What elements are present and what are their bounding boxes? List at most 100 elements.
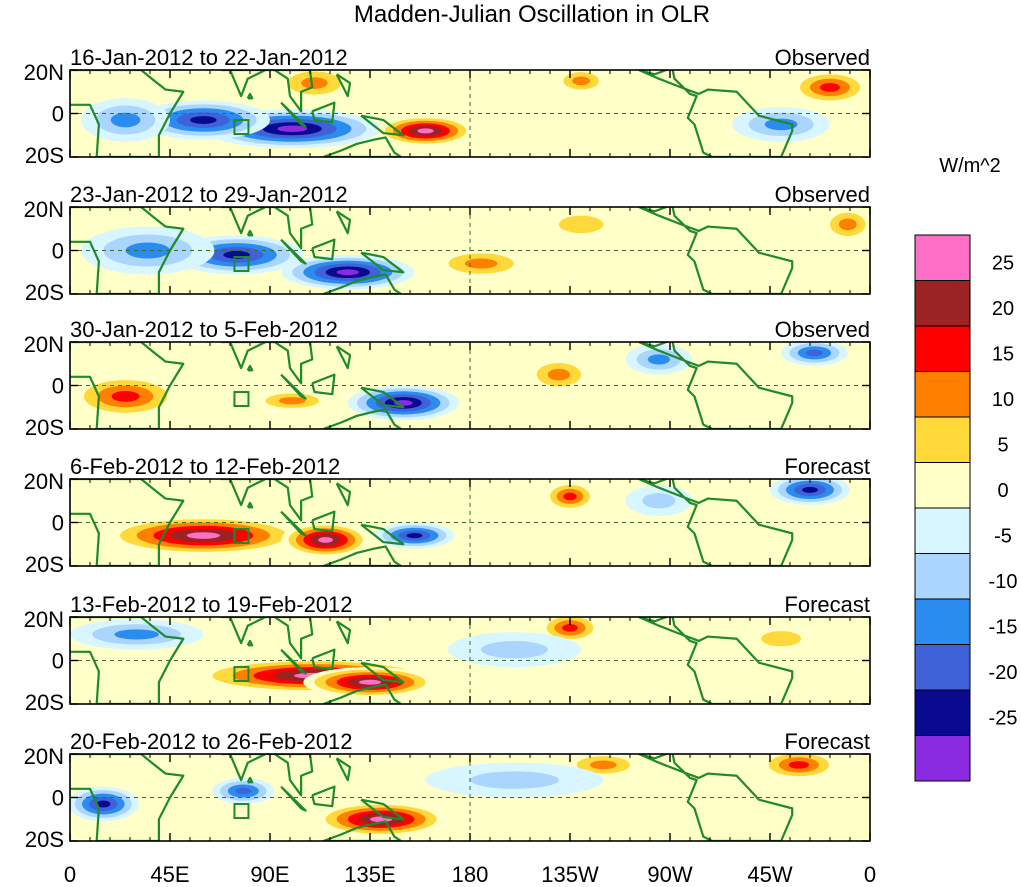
anomaly-contour xyxy=(110,112,141,128)
anomaly-blob xyxy=(741,623,822,654)
y-tick-label: 20S xyxy=(25,415,64,440)
coastline xyxy=(280,510,307,537)
colorbar-swatch xyxy=(914,598,971,645)
anomaly-contour xyxy=(111,390,140,402)
coastline xyxy=(360,386,405,409)
panel-kind: Forecast xyxy=(784,592,870,617)
colorbar-swatch xyxy=(914,371,971,418)
coastline xyxy=(335,345,352,370)
coastline xyxy=(70,342,185,429)
anomaly-contour xyxy=(470,771,559,789)
colorbar-swatch xyxy=(914,462,971,509)
y-tick-label: 20S xyxy=(25,143,64,168)
coastline xyxy=(221,754,314,797)
anomaly-blob xyxy=(758,754,839,781)
coastline xyxy=(70,479,185,566)
x-tick-label: 180 xyxy=(452,862,489,887)
coastline xyxy=(360,798,405,821)
anomaly-blob xyxy=(70,619,204,650)
y-tick-label: 0 xyxy=(52,102,64,127)
panel-period: 23-Jan-2012 to 29-Jan-2012 xyxy=(70,182,348,207)
panel-field xyxy=(70,617,870,704)
panel-kind: Forecast xyxy=(784,729,870,754)
panel-period: 13-Feb-2012 to 19-Feb-2012 xyxy=(70,592,353,617)
y-tick-label: 20N xyxy=(24,607,64,632)
coastline xyxy=(280,238,307,265)
anomaly-blob xyxy=(781,342,848,366)
panel-2: 20N 0 20S 23-Jan-2012 to 29-Jan-2012 Observe… xyxy=(24,182,871,305)
coastlines xyxy=(70,342,794,429)
anomaly-blob xyxy=(81,98,170,142)
panel-6: 20N 0 20S 20-Feb-2012 to 26-Feb-2012 Forecas… xyxy=(24,729,871,852)
coastline xyxy=(246,501,254,509)
y-tick-label: 20S xyxy=(25,552,64,577)
anomaly-contour xyxy=(301,77,328,89)
coastline xyxy=(280,101,307,128)
y-tick-label: 20N xyxy=(24,332,64,357)
y-tick-label: 0 xyxy=(52,786,64,811)
coastlines xyxy=(70,617,794,704)
coastline xyxy=(246,229,254,237)
y-tick-label: 0 xyxy=(52,511,64,536)
coastline xyxy=(360,661,405,684)
anomaly-blob xyxy=(374,522,455,549)
anomaly-blob xyxy=(212,777,275,805)
coastline xyxy=(70,70,185,157)
y-tick-label: 0 xyxy=(52,374,64,399)
anomaly-blob xyxy=(170,235,304,275)
anomaly-blob xyxy=(314,801,448,837)
panel-kind: Observed xyxy=(775,45,870,70)
coastline xyxy=(311,101,336,124)
y-tick-label: 20N xyxy=(24,197,64,222)
colorbar-label: 10 xyxy=(992,389,1014,411)
y-tick-label: 20N xyxy=(24,60,64,85)
panel-3: 20N 0 20S 30-Jan-2012 to 5-Feb-2012 Observed xyxy=(24,317,871,440)
panel-period: 30-Jan-2012 to 5-Feb-2012 xyxy=(70,317,338,342)
coastline xyxy=(70,207,185,294)
x-tick-label: 0 xyxy=(64,862,76,887)
x-tick-label: 90E xyxy=(250,862,289,887)
coastline xyxy=(335,210,352,235)
x-tick-label: 90W xyxy=(647,862,692,887)
coastline xyxy=(280,785,307,812)
y-tick-label: 20S xyxy=(25,280,64,305)
anomaly-contour xyxy=(761,631,802,647)
colorbar-label: 20 xyxy=(992,298,1014,320)
anomaly-contour xyxy=(96,800,111,808)
anomaly-blob xyxy=(732,106,830,142)
panel-kind: Observed xyxy=(775,182,870,207)
coastline xyxy=(638,342,794,429)
anomaly-contour xyxy=(802,486,818,493)
panel-field xyxy=(70,479,870,566)
panel-period: 20-Feb-2012 to 26-Feb-2012 xyxy=(70,729,353,754)
coastline xyxy=(280,373,307,400)
anomaly-blob xyxy=(554,70,608,94)
panel-period: 6-Feb-2012 to 12-Feb-2012 xyxy=(70,454,340,479)
x-tick-label: 135E xyxy=(344,862,395,887)
anomaly-contour xyxy=(406,532,423,539)
panels-group: 20N 0 20S 16-Jan-2012 to 22-Jan-2012 Observe… xyxy=(24,45,871,852)
anomaly-contour xyxy=(806,349,823,357)
coastline xyxy=(335,620,352,645)
coastline xyxy=(246,92,254,100)
panel-field xyxy=(70,342,870,429)
panel-kind: Observed xyxy=(775,317,870,342)
anomaly-contour xyxy=(547,368,571,381)
x-tick-label: 45E xyxy=(150,862,189,887)
anomaly-contour xyxy=(278,397,306,405)
anomaly-blob xyxy=(103,515,304,556)
coastline xyxy=(638,70,794,157)
coastline xyxy=(311,648,336,671)
coastline xyxy=(311,785,336,808)
region-marker xyxy=(233,391,250,408)
coastlines xyxy=(70,479,794,566)
anomaly-blob xyxy=(536,207,626,242)
anomaly-contour xyxy=(114,629,159,640)
colorbar-label: -10 xyxy=(989,571,1018,593)
colorbar-label: -15 xyxy=(989,617,1018,639)
anomaly-contour xyxy=(417,128,434,134)
coastline xyxy=(360,114,405,137)
coastline xyxy=(311,510,336,533)
region-marker xyxy=(233,803,250,820)
